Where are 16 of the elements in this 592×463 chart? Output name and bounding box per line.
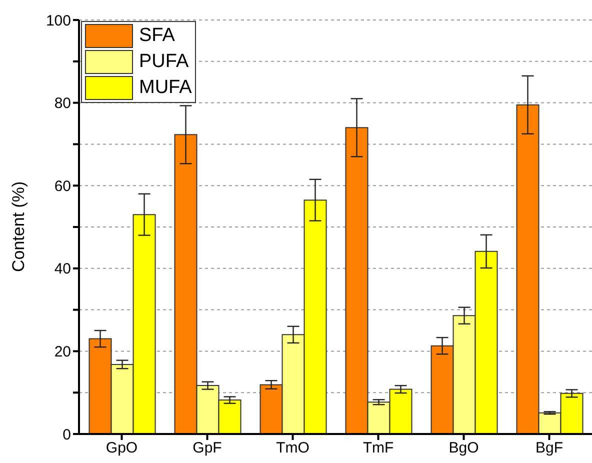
x-tick-label: GpF [192,440,222,457]
legend-label: PUFA [139,51,189,73]
x-tick-label: TmF [362,440,394,457]
legend-label: MUFA [139,77,192,99]
y-tick-label: 80 [54,95,71,112]
x-tick-label: BgO [448,440,479,457]
y-tick-label: 0 [62,426,71,444]
x-tick-label: TmO [276,440,310,457]
y-tick-label: 60 [54,178,71,195]
x-tick-label: BgF [535,440,564,457]
y-tick-label: 100 [46,12,71,30]
y-axis-title: Content (%) [9,181,28,272]
y-tick-label: 20 [54,344,71,361]
legend-label: SFA [139,25,175,47]
x-tick-label: GpO [106,440,138,457]
y-tick-label: 40 [54,260,71,278]
